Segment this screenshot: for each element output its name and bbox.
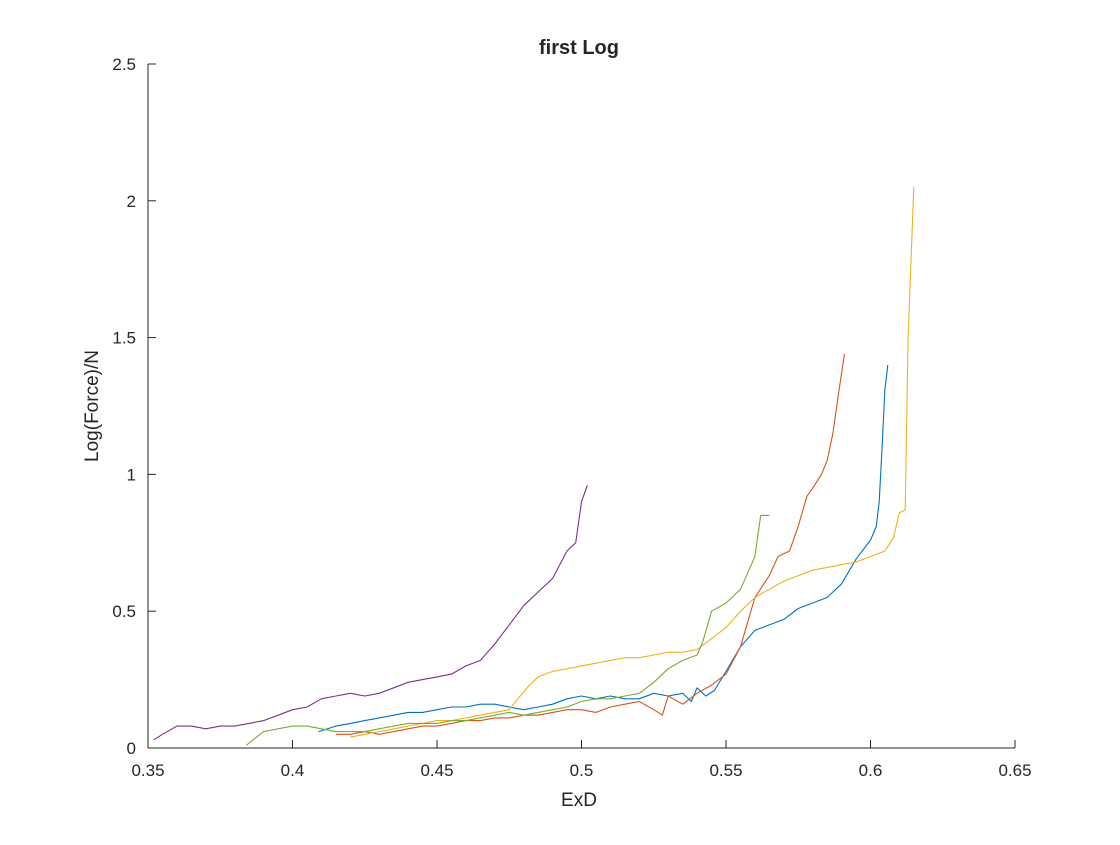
y-tick-label: 1.5	[112, 329, 136, 348]
x-tick-label: 0.5	[570, 761, 594, 780]
series-line-2	[335, 353, 846, 735]
chart-title: first Log	[539, 37, 619, 59]
series-line-1	[318, 364, 889, 733]
x-tick-label: 0.65	[998, 761, 1031, 780]
y-tick-label: 2.5	[112, 55, 136, 74]
plot-axes: 0.35 0.4 0.45 0.5 0.55 0.6 0.65 0 0.5 1 1.5 2 2.5	[112, 55, 1031, 780]
x-tick-label: 0.55	[709, 761, 742, 780]
x-axis-label: ExD	[561, 790, 597, 811]
series-line-5	[245, 514, 770, 746]
y-tick-label: 0.5	[112, 602, 136, 621]
series-line-4	[153, 485, 588, 741]
y-tick-label: 0	[127, 739, 136, 758]
x-tick-label: 0.45	[420, 761, 453, 780]
series-line-3	[350, 187, 915, 738]
series-layer	[153, 187, 915, 746]
y-tick-label: 2	[127, 192, 136, 211]
y-axis-label: Log(Force)/N	[82, 350, 103, 462]
x-tick-label: 0.6	[859, 761, 883, 780]
y-tick-label: 1	[127, 465, 136, 484]
x-tick-label: 0.4	[281, 761, 305, 780]
x-tick-label: 0.35	[131, 761, 164, 780]
